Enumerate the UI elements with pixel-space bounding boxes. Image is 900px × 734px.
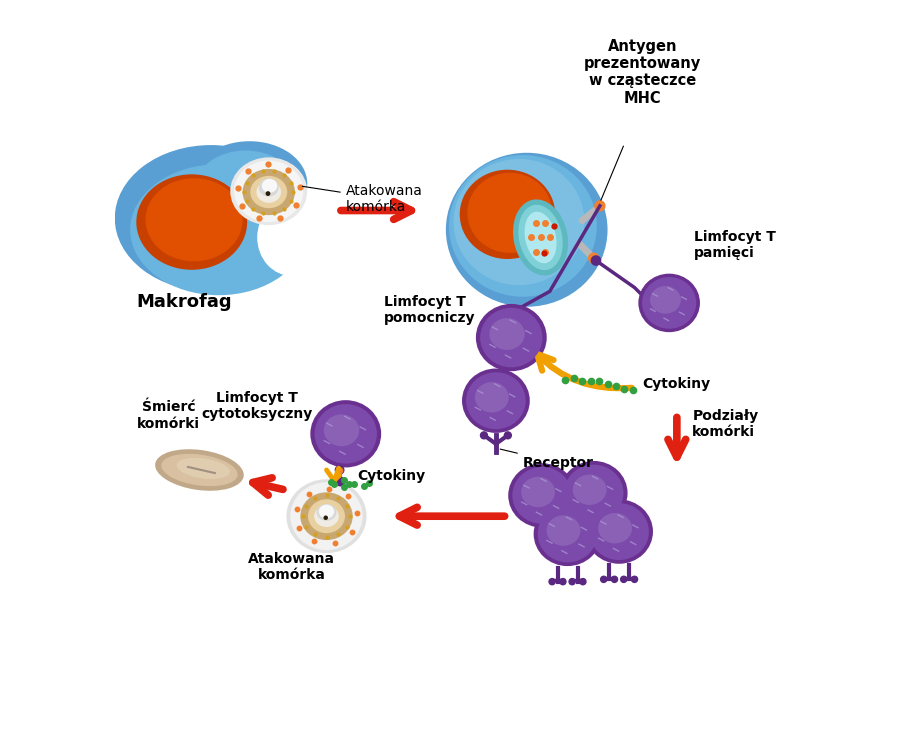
Text: Atakowana
komórka: Atakowana komórka	[302, 184, 423, 214]
Ellipse shape	[642, 277, 697, 329]
Ellipse shape	[525, 211, 556, 264]
Ellipse shape	[258, 178, 279, 197]
Ellipse shape	[490, 318, 525, 350]
Ellipse shape	[460, 170, 555, 259]
Circle shape	[600, 576, 607, 582]
Ellipse shape	[262, 179, 277, 193]
Ellipse shape	[508, 463, 576, 528]
Text: Antygen
prezentowany
w cząsteczce
MHC: Antygen prezentowany w cząsteczce MHC	[583, 38, 701, 106]
Text: Limfocyt T
pomocniczy: Limfocyt T pomocniczy	[384, 295, 476, 325]
Circle shape	[632, 576, 637, 582]
Ellipse shape	[146, 178, 243, 261]
Text: Limfocyt T
pamięci: Limfocyt T pamięci	[694, 230, 776, 260]
Ellipse shape	[310, 400, 382, 468]
Ellipse shape	[560, 461, 627, 526]
Ellipse shape	[301, 493, 353, 540]
Text: Cytokiny: Cytokiny	[357, 469, 426, 483]
Ellipse shape	[585, 499, 653, 564]
Text: Limfocyt T
cytotoksyczny: Limfocyt T cytotoksyczny	[202, 391, 313, 421]
Circle shape	[336, 466, 344, 474]
Text: Śmierć
komórki: Śmierć komórki	[137, 401, 200, 431]
Ellipse shape	[317, 504, 337, 521]
Circle shape	[580, 578, 586, 585]
Circle shape	[504, 432, 511, 439]
Circle shape	[611, 576, 617, 582]
Text: Podziały
komórki: Podziały komórki	[692, 409, 759, 439]
Ellipse shape	[518, 205, 562, 270]
Ellipse shape	[314, 506, 338, 527]
Circle shape	[337, 468, 343, 474]
Ellipse shape	[475, 382, 508, 413]
Ellipse shape	[546, 515, 580, 546]
Ellipse shape	[598, 513, 632, 543]
Ellipse shape	[230, 157, 307, 225]
Ellipse shape	[319, 505, 334, 518]
Ellipse shape	[315, 404, 377, 464]
Ellipse shape	[521, 477, 555, 507]
Ellipse shape	[513, 200, 568, 275]
Circle shape	[481, 432, 488, 439]
Circle shape	[266, 192, 270, 195]
Ellipse shape	[176, 458, 230, 479]
Circle shape	[569, 578, 575, 585]
Ellipse shape	[308, 499, 345, 533]
Circle shape	[595, 201, 605, 211]
Circle shape	[560, 578, 566, 585]
Ellipse shape	[257, 199, 327, 276]
Ellipse shape	[136, 174, 248, 270]
Circle shape	[589, 253, 598, 264]
Ellipse shape	[512, 467, 572, 524]
Ellipse shape	[564, 465, 624, 522]
Text: Atakowana
komórka: Atakowana komórka	[248, 552, 336, 582]
Ellipse shape	[466, 372, 526, 429]
Text: Receptor: Receptor	[500, 449, 594, 470]
Ellipse shape	[590, 503, 649, 560]
Ellipse shape	[537, 506, 598, 562]
Ellipse shape	[250, 176, 287, 208]
Ellipse shape	[572, 474, 607, 505]
Ellipse shape	[115, 145, 307, 291]
Circle shape	[621, 576, 626, 582]
Ellipse shape	[449, 155, 597, 297]
Ellipse shape	[243, 169, 295, 215]
Ellipse shape	[130, 164, 307, 295]
Ellipse shape	[192, 141, 307, 226]
Ellipse shape	[462, 368, 530, 433]
Circle shape	[549, 578, 555, 585]
Text: Cytokiny: Cytokiny	[643, 377, 710, 390]
Ellipse shape	[195, 150, 296, 225]
Ellipse shape	[324, 414, 359, 446]
Ellipse shape	[534, 502, 601, 566]
Circle shape	[336, 477, 345, 486]
Ellipse shape	[467, 172, 552, 252]
Ellipse shape	[638, 274, 700, 333]
Ellipse shape	[161, 454, 238, 486]
Ellipse shape	[234, 161, 303, 222]
Ellipse shape	[256, 181, 281, 203]
Ellipse shape	[480, 308, 543, 367]
Ellipse shape	[291, 482, 363, 550]
Ellipse shape	[286, 479, 366, 553]
Ellipse shape	[454, 159, 584, 286]
Text: Makrofag: Makrofag	[136, 293, 232, 310]
Ellipse shape	[446, 153, 608, 307]
Circle shape	[324, 516, 328, 519]
Ellipse shape	[650, 286, 681, 313]
Circle shape	[591, 256, 600, 265]
Ellipse shape	[476, 304, 546, 371]
Ellipse shape	[155, 449, 244, 491]
